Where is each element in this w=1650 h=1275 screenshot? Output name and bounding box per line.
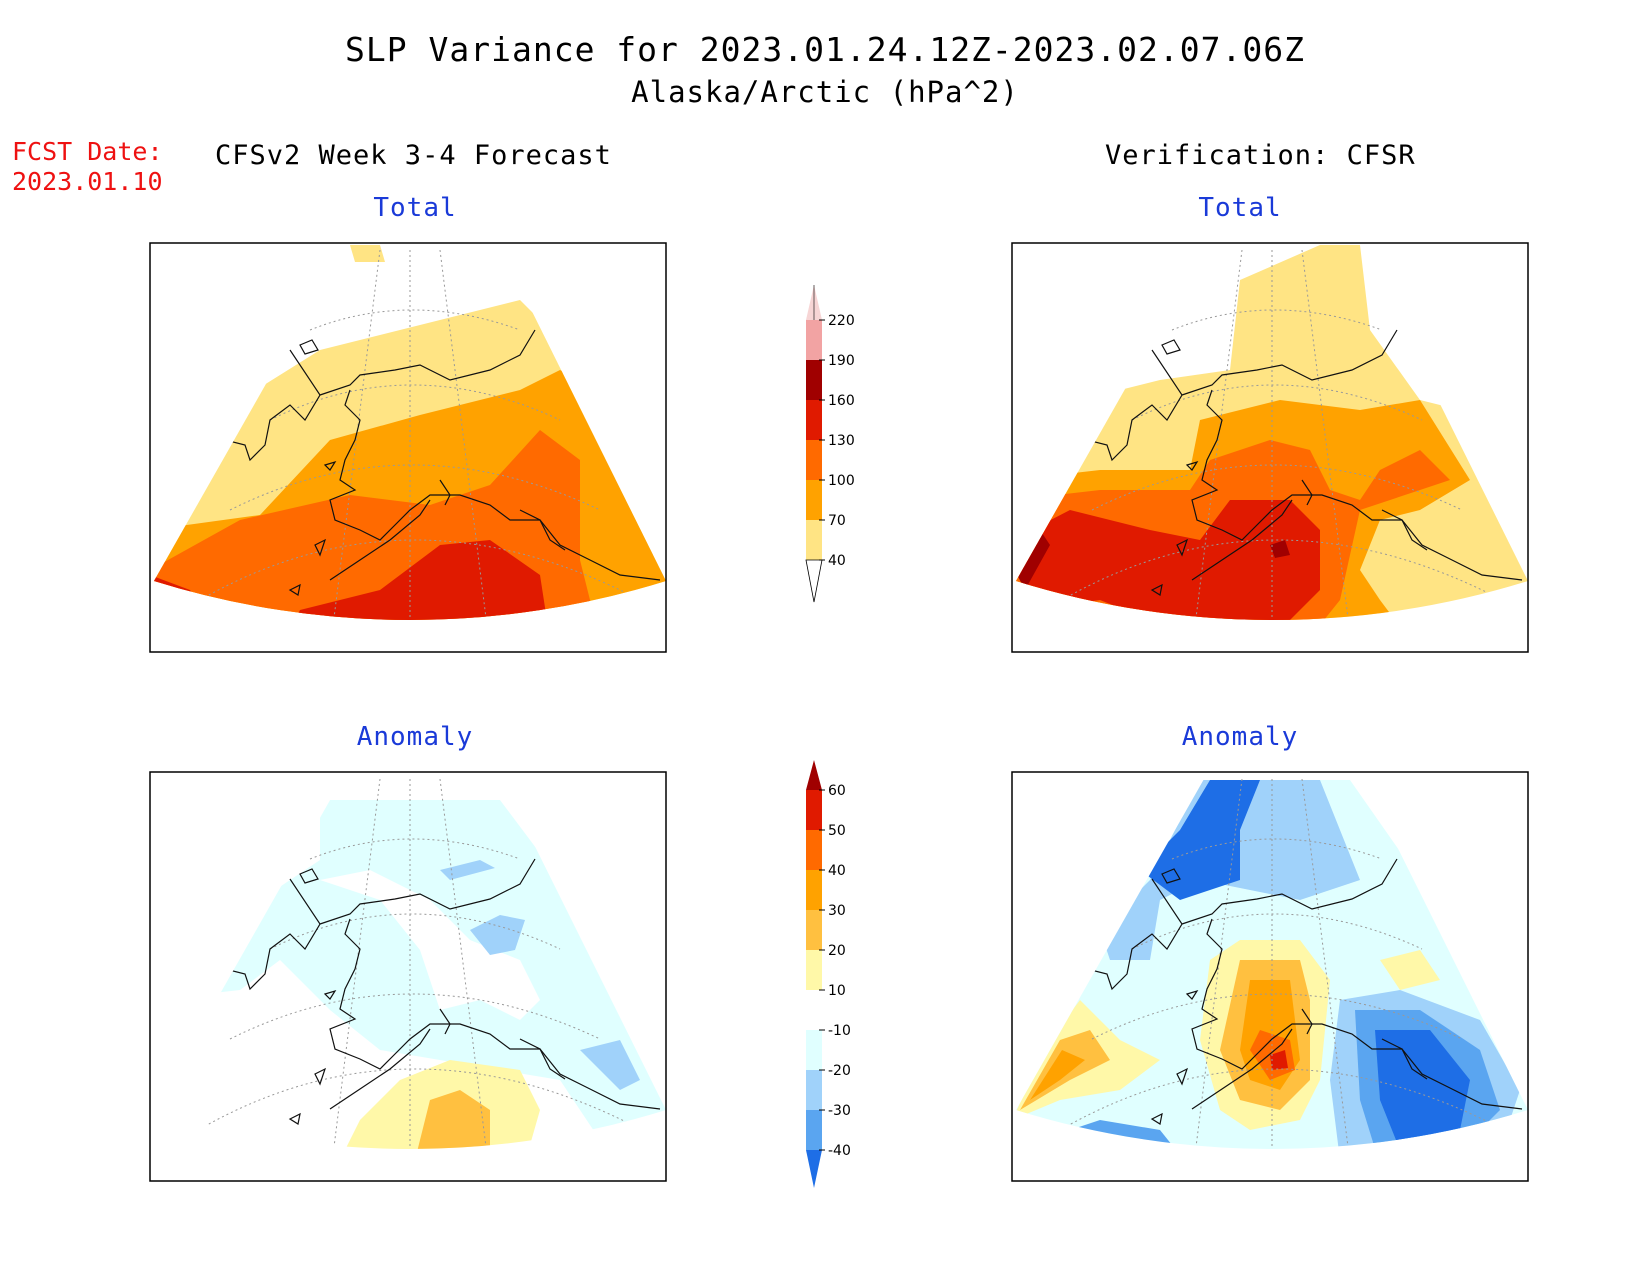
- map-total-forecast: [149, 242, 667, 653]
- colorbar-box: [806, 480, 822, 520]
- field-neg10-neg20: [154, 800, 666, 1140]
- colorbar-label: 30: [828, 903, 846, 919]
- field-lt-neg40-south: [1060, 1135, 1170, 1149]
- map-frame: [149, 242, 667, 653]
- colorbar-box: [806, 440, 822, 480]
- colorbar-box: [806, 870, 822, 910]
- colorbar-label: 100: [828, 473, 855, 489]
- coastline-alaska: [224, 329, 661, 596]
- colorbar-label: 10: [828, 983, 846, 999]
- colorbar-label: -30: [828, 1103, 851, 1119]
- colorbar-bottom-triangle: [806, 1150, 822, 1188]
- map-total-verification: [1011, 242, 1529, 653]
- colorbar-box: [806, 910, 822, 950]
- map-frame: [149, 771, 667, 1182]
- colorbar-top-triangle: [806, 760, 822, 790]
- colorbar-box: [806, 950, 822, 990]
- sub-title: Alaska/Arctic (hPa^2): [631, 75, 1019, 109]
- colorbar-total: 220 190 160 130 100 70 40: [805, 285, 855, 603]
- colorbar-label: 40: [828, 863, 846, 879]
- fcst-date-label: FCST Date: 2023.01.10: [12, 137, 163, 197]
- colorbar-box: [806, 1070, 822, 1110]
- field-neg20-neg30-arctic: [440, 860, 495, 880]
- fcst-date-caption: FCST Date:: [12, 137, 163, 166]
- graticule: [1061, 778, 1503, 1149]
- colorbar-label: 50: [828, 823, 846, 839]
- map-frame: [1011, 771, 1529, 1182]
- colorbar-box: [806, 520, 822, 560]
- graticule: [199, 249, 641, 620]
- colorbar-anomaly: 60 50 40 30 20 10 -10 -20 -30 -40: [806, 760, 851, 1188]
- colorbar-label: 130: [828, 433, 855, 449]
- coastline-alaska: [1086, 858, 1523, 1125]
- field-10-20-east: [1380, 950, 1440, 990]
- colorbar-box: [806, 1030, 822, 1070]
- field-50-60-center: [1270, 1050, 1288, 1070]
- colorbar-label: 40: [828, 553, 846, 569]
- coastline-alaska: [224, 858, 661, 1125]
- panel-title-total-forecast: Total: [373, 193, 457, 223]
- colorbar-label: 60: [828, 783, 846, 799]
- field-30-40-west: [1030, 1050, 1085, 1100]
- forecast-column-heading: CFSv2 Week 3-4 Forecast: [215, 140, 612, 171]
- panel-title-anomaly-verification: Anomaly: [1181, 722, 1299, 752]
- field-near-zero: [320, 870, 540, 1020]
- field-40-70-north: [350, 245, 385, 262]
- colorbar-box: [806, 320, 822, 360]
- field-lt-neg40-arctic: [1140, 780, 1260, 900]
- field-10-20-south: [1240, 1170, 1260, 1180]
- colorbar-box: [806, 990, 822, 1030]
- field-130-160-south: [280, 540, 550, 620]
- colorbar-label: -20: [828, 1063, 851, 1079]
- colorbar-label: -10: [828, 1023, 851, 1039]
- colorbar-box: [806, 360, 822, 400]
- field-lt-neg40-east: [1375, 1030, 1470, 1149]
- graticule: [1061, 249, 1503, 620]
- field-neg20-neg30-east: [580, 1040, 640, 1090]
- colorbar-label: 190: [828, 353, 855, 369]
- map-frame: [1011, 242, 1529, 653]
- colorbar-box: [806, 400, 822, 440]
- field-neg20-neg30-north: [470, 915, 525, 955]
- panel-title-anomaly-forecast: Anomaly: [356, 722, 474, 752]
- map-anomaly-forecast: [149, 771, 667, 1182]
- colorbar-box: [806, 1110, 822, 1150]
- field-130-160: [1016, 500, 1320, 620]
- verification-column-heading: Verification: CFSR: [1105, 140, 1416, 171]
- panel-title-total-verification: Total: [1198, 193, 1282, 223]
- main-title: SLP Variance for 2023.01.24.12Z-2023.02.…: [345, 30, 1305, 69]
- colorbar-label: 160: [828, 393, 855, 409]
- fcst-date-value: 2023.01.10: [12, 167, 163, 196]
- coastline-alaska: [1086, 329, 1523, 596]
- colorbar-label: 20: [828, 943, 846, 959]
- field-160-190-west: [1016, 530, 1050, 590]
- colorbar-label: 70: [828, 513, 846, 529]
- graticule: [199, 778, 641, 1149]
- colorbar-box: [806, 830, 822, 870]
- map-anomaly-verification: [1011, 771, 1529, 1182]
- colorbar-box: [806, 790, 822, 830]
- colorbar-bottom-triangle: [805, 559, 823, 603]
- field-20-30: [410, 1090, 490, 1149]
- field-160-190-center: [1270, 540, 1290, 558]
- colorbar-label: 220: [828, 313, 855, 329]
- colorbar-label: -40: [828, 1143, 851, 1159]
